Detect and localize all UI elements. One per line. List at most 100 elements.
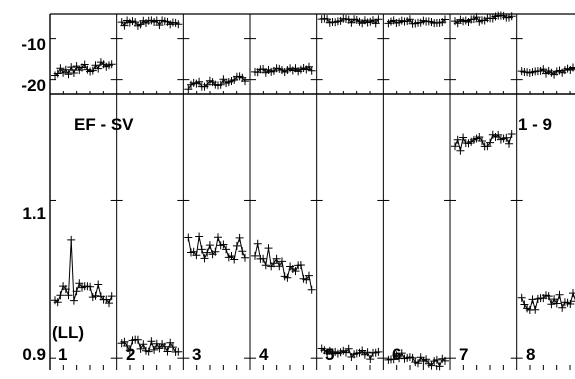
bottom-point-marker [163, 347, 172, 356]
bottom-panel-marks [51, 130, 575, 371]
annotation-title-right: 1 - 9 [518, 115, 552, 134]
bottom-point-marker [571, 300, 575, 302]
top-series-line-1 [54, 61, 112, 76]
bottom-point-marker [53, 298, 62, 307]
top-point-marker [61, 65, 70, 74]
top-point-marker [539, 65, 548, 74]
top-series-7 [451, 11, 516, 28]
bottom-point-marker [552, 299, 561, 308]
labels: -10 -20 1.1 0.9 EF - SV 1 - 9 (LL) 1 2 3… [21, 35, 552, 364]
top-series-4 [251, 62, 316, 77]
bottom-point-marker [397, 349, 406, 358]
bottom-point-marker [147, 337, 156, 346]
bottom-point-marker [374, 347, 383, 356]
top-point-marker [69, 69, 78, 77]
bottom-point-marker [125, 346, 134, 355]
top-point-marker [241, 77, 249, 86]
top-point-marker [569, 63, 575, 72]
bottom-point-marker [222, 245, 231, 254]
bottom-point-marker [494, 130, 503, 139]
bottom-series-2 [117, 335, 183, 356]
top-point-marker [80, 60, 89, 69]
bottom-point-marker [259, 254, 268, 263]
bottom-point-marker [478, 137, 486, 145]
bottom-point-marker [272, 254, 281, 263]
bottom-series-line-3 [187, 235, 246, 261]
bottom-series-line-8 [521, 291, 575, 311]
top-point-marker [374, 15, 383, 24]
top-point-marker [305, 62, 313, 71]
annotation-corner-note: (LL) [52, 323, 84, 342]
panel-label-7: 7 [459, 345, 468, 364]
panel-label-3: 3 [192, 345, 201, 364]
bottom-point-marker [205, 241, 214, 250]
top-point-marker [307, 66, 316, 75]
bottom-point-marker [291, 267, 300, 276]
bottom-series-line-2 [121, 339, 179, 353]
bottom-point-marker [136, 344, 145, 353]
top-point-marker [53, 69, 62, 78]
bottom-point-marker [64, 291, 73, 300]
bottom-series-line-5 [321, 347, 379, 361]
bottom-point-marker [56, 291, 65, 300]
bottom-point-marker [86, 282, 95, 291]
top-series-5 [317, 14, 383, 28]
top-point-marker [371, 19, 380, 28]
bottom-point-marker [547, 300, 556, 309]
panel-label-4: 4 [259, 345, 269, 364]
bottom-point-marker [105, 299, 113, 308]
bottom-point-marker [451, 142, 459, 151]
bottom-point-marker [422, 355, 431, 364]
bottom-point-marker [107, 292, 116, 301]
bottom-point-marker [505, 139, 513, 148]
bottom-series-6 [384, 349, 449, 371]
bottom-series-1 [51, 235, 116, 308]
bottom-series-line-1 [54, 239, 113, 305]
bottom-point-marker [232, 241, 241, 250]
bottom-point-marker [414, 359, 422, 368]
top-series-1 [51, 58, 116, 80]
bottom-series-7 [451, 130, 516, 155]
top-point-marker [64, 70, 73, 79]
top-point-marker [216, 80, 225, 89]
bottom-point-marker [94, 280, 103, 289]
bottom-point-marker [283, 273, 292, 282]
bottom-point-marker [558, 303, 567, 312]
bottom-point-marker [550, 295, 559, 304]
bottom-point-marker [75, 279, 84, 288]
bottom-point-marker [230, 255, 239, 264]
top-series-2 [117, 16, 183, 30]
bottom-point-marker [502, 133, 511, 142]
bottom-point-marker [363, 348, 372, 357]
bottom-point-marker [264, 244, 273, 253]
panel-label-5: 5 [325, 345, 334, 364]
bottom-series-3 [184, 232, 249, 264]
top-series-line-4 [254, 65, 313, 74]
top-point-marker [507, 12, 516, 21]
top-point-marker [203, 80, 212, 89]
bottom-series-line-4 [254, 243, 313, 290]
bottom-point-marker [358, 346, 367, 355]
bottom-point-marker [155, 344, 164, 353]
top-point-marker [184, 85, 193, 94]
bottom-point-marker [211, 247, 220, 256]
panel-label-1: 1 [58, 345, 67, 364]
bottom-point-marker [344, 344, 353, 353]
bottom-point-marker [261, 261, 270, 270]
panel-label-8: 8 [526, 345, 535, 364]
y-tick-label-top-10: -10 [21, 35, 46, 54]
bottom-point-marker [214, 233, 222, 242]
y-tick-label-bottom-0-9: 0.9 [22, 345, 46, 364]
bottom-point-marker [507, 130, 516, 138]
bottom-point-marker [441, 356, 449, 365]
bottom-point-marker [278, 257, 286, 266]
bottom-point-marker [174, 347, 183, 356]
bottom-point-marker [566, 300, 575, 308]
bottom-point-marker [192, 251, 201, 260]
bottom-point-marker [302, 275, 311, 284]
bottom-point-marker [67, 235, 76, 244]
bottom-point-marker [133, 335, 142, 344]
bottom-point-marker [544, 292, 553, 301]
bottom-point-marker [253, 239, 262, 248]
